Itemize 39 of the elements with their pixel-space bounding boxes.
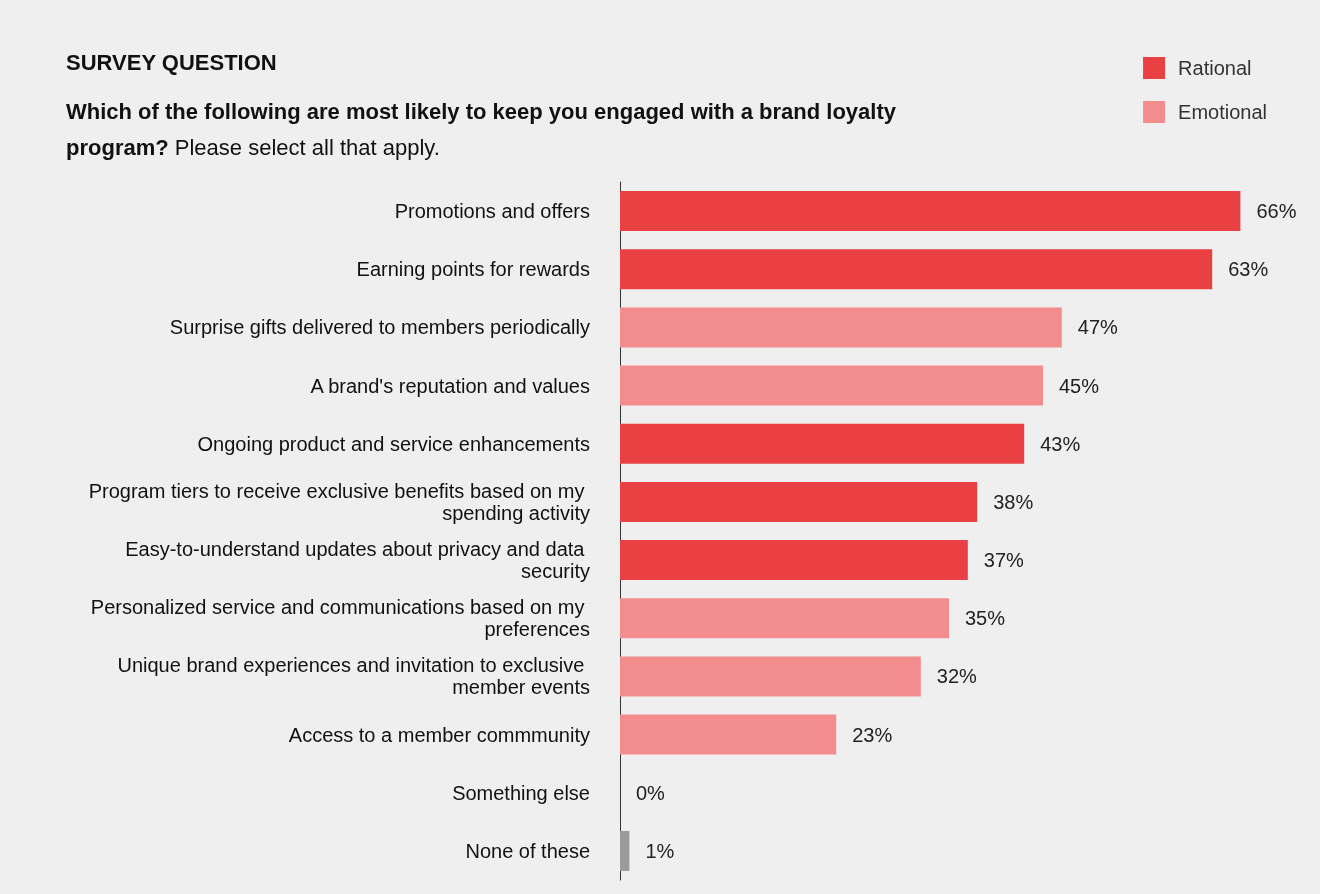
data-label: 47%	[1077, 316, 1119, 339]
y-tick-label: Surprise gifts delivered to members periodically	[169, 316, 590, 339]
bar	[620, 191, 1241, 232]
y-tick-label: Personalized service and communications based on my preferences	[90, 596, 590, 641]
bar	[620, 481, 978, 522]
data-label: 45%	[1059, 374, 1100, 397]
bar	[620, 714, 837, 755]
data-label: 43%	[1040, 432, 1081, 455]
chart-subtitle: Which of the following are most likely to keep you engaged with a brand loyalty program? Please select all that apply.	[66, 98, 897, 162]
y-tick-label: A brand's reputation and values	[310, 374, 590, 397]
y-tick-label: Easy-to-understand updates about privacy and data security	[125, 538, 590, 583]
legend-label: Rational	[1178, 57, 1252, 79]
bar	[620, 830, 630, 871]
data-label: 66%	[1256, 200, 1297, 223]
bar	[620, 249, 1213, 290]
y-tick-label: Something else	[452, 781, 590, 804]
data-label: 37%	[983, 549, 1025, 572]
y-tick-label: Unique brand experiences and invitation to exclusive member events	[117, 654, 590, 699]
bar	[620, 307, 1062, 348]
bar	[620, 656, 921, 697]
y-tick-label: Ongoing product and service enhancements	[197, 432, 590, 455]
data-label: 38%	[993, 490, 1034, 513]
bar	[620, 423, 1025, 464]
y-tick-label: Program tiers to receive exclusive benefits based on my spending activity	[88, 479, 590, 524]
y-tick-label: Earning points for rewards	[356, 258, 590, 281]
legend-label: Emotional	[1178, 101, 1267, 123]
data-label: 63%	[1228, 258, 1269, 281]
data-label: 35%	[965, 607, 1006, 630]
data-label: 1%	[645, 839, 675, 862]
y-tick-label: None of these	[465, 839, 590, 862]
data-label: 0%	[636, 781, 666, 804]
y-tick-label: Promotions and offers	[394, 200, 590, 223]
text: SURVEY QUESTION	[66, 50, 277, 76]
bar	[620, 598, 949, 639]
data-label: 32%	[936, 665, 978, 688]
bar	[620, 365, 1043, 406]
data-label: 23%	[852, 723, 893, 746]
bar	[620, 540, 968, 581]
y-tick-label: Access to a member commmunity	[288, 723, 590, 746]
